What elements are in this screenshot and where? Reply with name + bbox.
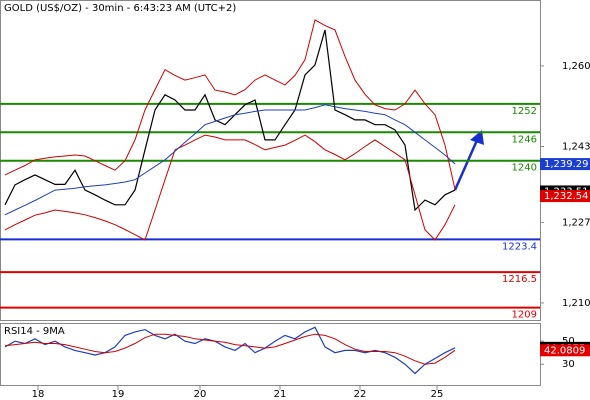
price-tag <box>540 344 590 357</box>
series-line <box>4 333 456 365</box>
series-line <box>4 104 456 216</box>
series-line <box>4 19 456 190</box>
y-tick-label: 1,243 <box>562 141 590 152</box>
y-tick-label: 1,210 <box>562 298 590 309</box>
series-line <box>4 29 456 212</box>
price-tag-label: 1,239.29 <box>544 159 589 170</box>
level-label: 1223.4 <box>502 241 537 252</box>
level-label: 1209 <box>512 310 537 321</box>
x-tick-label: 25 <box>431 389 444 400</box>
x-tick-label: 22 <box>354 389 367 400</box>
price-tag-label: 42.0809 <box>544 345 585 356</box>
y-tick-label: 50 <box>562 336 575 347</box>
chart-title: GOLD (US$/OZ) - 30min - 6:43:23 AM (UTC+… <box>4 3 236 14</box>
rsi-panel <box>0 323 541 386</box>
x-tick-label: 18 <box>32 389 45 400</box>
rsi-title: RSI14 - 9MA <box>4 326 65 337</box>
y-tick-label: 1,227 <box>562 217 590 228</box>
x-tick-label: 20 <box>194 389 207 400</box>
price-tag-label: 1,232.54 <box>544 191 589 202</box>
x-tick-label: 19 <box>112 389 125 400</box>
level-label: 1252 <box>512 106 537 117</box>
forecast-arrow <box>453 137 480 191</box>
level-label: 1246 <box>512 134 537 145</box>
x-tick-label: 21 <box>274 389 287 400</box>
price-tag <box>540 190 590 203</box>
level-label: 1240 <box>512 163 537 174</box>
y-tick-label: 30 <box>562 359 575 370</box>
price-tag <box>540 158 590 171</box>
level-label: 1216.5 <box>502 274 537 285</box>
y-tick-label: 1,260 <box>562 61 590 72</box>
forecast-arrow-head <box>470 130 484 145</box>
series-line <box>4 134 456 241</box>
